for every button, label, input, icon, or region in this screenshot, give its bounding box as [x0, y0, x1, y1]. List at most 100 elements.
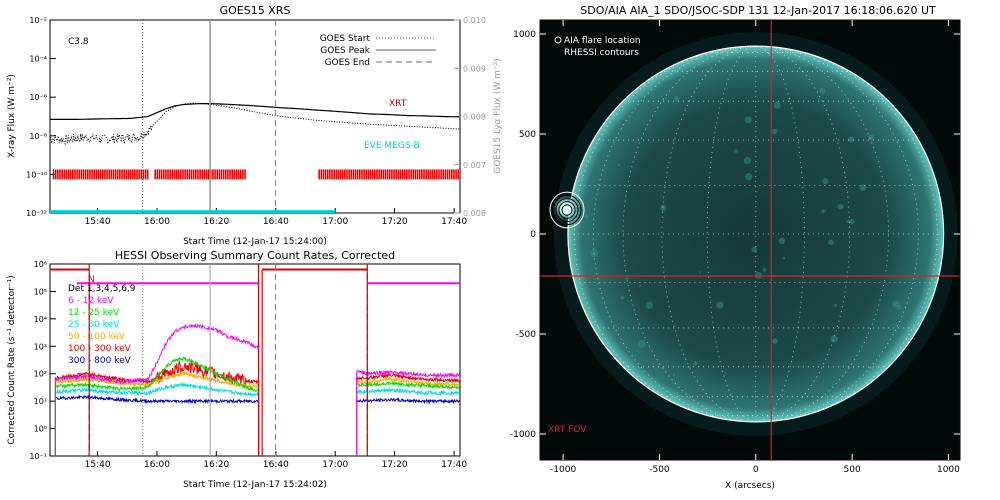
aia-active-region — [744, 116, 752, 124]
hessi-x-tick-label: 17:40 — [441, 460, 467, 470]
aia-active-region — [771, 128, 778, 135]
hessi-x-tick-label: 17:00 — [322, 460, 348, 470]
xrs-axes: 15:40 16:00 16:20 16:40 17:00 17:20 17:40 10⁻¹²… — [26, 16, 486, 227]
hessi-x-axis-label: Start Time (12-Jan-17 15:24:02) — [183, 480, 327, 490]
aia-active-region — [693, 361, 698, 366]
aia-active-region — [772, 338, 778, 344]
hessi-x-tick-label: 16:00 — [144, 460, 170, 470]
hessi-rate-line — [356, 397, 460, 405]
aia-grid-longitude — [661, 45, 756, 423]
xrs-y-axis-label: X-ray Flux (W m⁻²) — [7, 74, 17, 158]
aia-y-tick-label: -1000 — [510, 430, 536, 440]
aia-x-tick-label: -500 — [649, 465, 670, 475]
aia-active-region — [617, 163, 620, 167]
aia-active-region — [848, 136, 855, 143]
aia-active-region — [716, 301, 724, 309]
hessi-detectors: Det 1,3,4,5,6,9 — [68, 284, 136, 294]
hessi-legend-25-50: 25 - 50 keV — [68, 320, 120, 330]
xrs-x-tick-label: 17:00 — [322, 217, 348, 227]
hessi-plot-frame — [49, 263, 461, 457]
hessi-rate-line — [356, 369, 460, 379]
aia-active-region — [822, 178, 829, 185]
xrs-plot-frame — [49, 19, 461, 214]
aia-grid-longitude — [755, 45, 919, 423]
hessi-night-label: N — [88, 275, 95, 285]
hessi-y-tick-label: 10¹ — [34, 397, 47, 406]
xrs-y2-tick-label: 0.008 — [463, 113, 486, 122]
aia-grid-longitude — [592, 45, 756, 423]
aia-active-region — [660, 204, 667, 212]
xrs-y-tick-label: 10⁻¹² — [26, 209, 47, 218]
aia-axes: -1000 -500 0 500 1000 1000 500 0 -500 -1000 — [510, 20, 960, 475]
aia-xrt-fov-label: XRT FOV — [548, 425, 587, 435]
aia-active-region — [584, 214, 589, 219]
legend-goes-start-label: GOES Start — [320, 34, 371, 44]
aia-active-region — [828, 239, 834, 246]
aia-plot-frame — [539, 19, 961, 461]
hessi-legend-6-12: 6 - 12 keV — [68, 296, 114, 306]
aia-y-tick-label: 1000 — [513, 30, 536, 40]
aia-grid-longitude — [622, 45, 756, 423]
aia-title: SDO/AIA AIA_1 SDO/JSOC-SDP 131 12-Jan-20… — [580, 4, 936, 17]
aia-rhessi-contour — [555, 197, 579, 223]
aia-active-region — [638, 284, 642, 288]
aia-grid-longitude — [755, 45, 890, 423]
hessi-panel: HESSI Observing Summary Count Rates, Cor… — [7, 249, 467, 490]
aia-active-region — [645, 301, 654, 310]
hessi-rate-line — [356, 380, 460, 390]
aia-panel: SDO/AIA AIA_1 SDO/JSOC-SDP 131 12-Jan-20… — [510, 4, 961, 491]
xrs-y2-tick-label: 0.010 — [463, 16, 486, 25]
hessi-x-tick-label: 16:20 — [203, 460, 229, 470]
hessi-y-tick-label: 10⁰ — [34, 425, 47, 434]
xrs-y-tick-label: 10⁻⁶ — [29, 93, 47, 102]
xrs-x-tick-label: 17:40 — [441, 217, 467, 227]
aia-grid-longitude — [755, 45, 851, 423]
aia-x-tick-label: 1000 — [937, 465, 960, 475]
hessi-legend-300-800: 300 - 800 keV — [68, 356, 132, 366]
hessi-legend-12-25: 12 - 25 keV — [68, 308, 120, 318]
hessi-data-layer — [50, 264, 460, 456]
aia-active-region — [837, 203, 844, 210]
xrs-x-axis-label: Start Time (12-Jan-17 15:24:00) — [183, 237, 327, 247]
aia-active-region — [734, 149, 738, 153]
aia-active-region — [590, 249, 599, 258]
aia-active-region — [674, 95, 680, 102]
aia-x-tick-label: -1000 — [550, 465, 576, 475]
legend-goes-peak-label: GOES Peak — [320, 46, 370, 56]
hessi-legend: Det 1,3,4,5,6,9 6 - 12 keV 12 - 25 keV 2… — [68, 284, 136, 366]
aia-legend-circle-symbol — [554, 36, 562, 44]
aia-solar-disk — [567, 46, 944, 422]
hessi-x-tick-label: 17:20 — [382, 460, 408, 470]
aia-active-region — [620, 295, 625, 300]
hessi-y-axis-label: Corrected Count Rate (s⁻¹ detector⁻¹) — [7, 275, 17, 444]
xrs-x-tick-label: 17:20 — [382, 217, 408, 227]
xrt-flux-line — [50, 102, 460, 121]
hessi-y-tick-label: 10⁴ — [34, 315, 47, 324]
xrs-y-tick-label: 10⁻⁴ — [29, 55, 47, 64]
aia-active-region — [819, 87, 826, 94]
xrs-y-tick-label: 10⁻² — [29, 16, 47, 25]
aia-rhessi-contour — [558, 201, 576, 219]
xrs-y-tick-label: 10⁻⁸ — [29, 132, 47, 141]
aia-heliographic-grid — [567, 45, 944, 423]
aia-active-region — [896, 304, 902, 310]
aia-active-region — [745, 173, 753, 181]
aia-active-region — [637, 339, 646, 348]
aia-y-tick-label: -500 — [516, 330, 537, 340]
aia-legend-rhessi-contours: RHESSI contours — [564, 48, 639, 58]
aia-active-region — [625, 276, 629, 280]
aia-active-region — [782, 256, 786, 260]
aia-active-region — [755, 271, 763, 279]
hessi-y-tick-label: 10⁵ — [34, 287, 47, 296]
aia-active-region — [762, 267, 767, 272]
hessi-axes: 15:40 16:00 16:20 16:40 17:00 17:20 17:40 10⁻¹ 1… — [29, 260, 467, 470]
hessi-rate-line — [356, 387, 460, 397]
xrs-panel: GOES15 XRS 15:40 16:00 16:20 16:40 17:00 17:2… — [7, 4, 503, 247]
xrs-y2-tick-label: 0.006 — [463, 209, 486, 218]
aia-active-region — [743, 157, 752, 165]
xrs-y2-tick-label: 0.009 — [463, 64, 486, 73]
legend-goes-end-label: GOES End — [325, 58, 370, 68]
hessi-y-tick-label: 10² — [34, 370, 47, 379]
aia-legend: AIA flare location RHESSI contours — [554, 36, 641, 58]
hessi-y-tick-label: 10³ — [34, 342, 47, 351]
